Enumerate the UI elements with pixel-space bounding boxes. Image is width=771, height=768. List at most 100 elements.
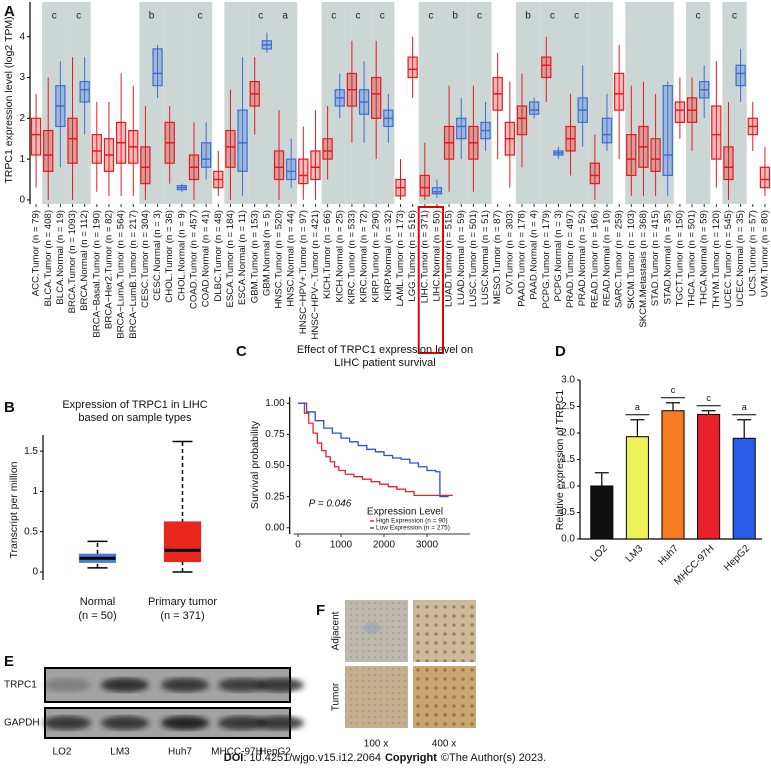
x-tick-label: COAD.Tumor (n = 457) [189,210,200,309]
x-tick-label: 2000 [373,540,396,551]
x-tick-label: LUAD.Normal (n = 59) [456,210,467,305]
x-tick-label: LAML.Tumor (n = 173) [395,210,406,306]
box [30,117,42,156]
significance: c [574,11,579,22]
y-tick-label: 0 [32,567,38,578]
y-tick-label: 0.75 [265,429,285,440]
pair-shade [163,2,188,204]
x-tick-label: ESCA.Tumor (n = 184) [225,210,236,307]
box [310,150,321,181]
x-tick-label: 0 [295,540,301,551]
box [614,72,625,111]
significance: c [732,11,737,22]
x-tick-label: STAD.Tumor (n = 415) [650,210,661,306]
ihc-row-label: Tumor [331,682,342,711]
legend-title: Expression Level [367,507,443,518]
significance: c [550,11,555,22]
y-tick-label: 0.00 [265,522,285,533]
bar [732,437,756,540]
copyright-label: Copyright [385,752,437,764]
x-tick-label: HNSC.Normal (n = 44) [286,210,297,307]
x-tick-label: Huh7 [656,543,681,568]
x-tick-label: HNSC−HPV+.Tumor (n = 97) [298,210,309,334]
x-tick-label: MESO.Tumor (n = 87) [492,210,503,304]
copyright: ©The Author(s) 2023. [441,752,546,764]
pair-shade [139,2,164,204]
blot-band [101,716,149,730]
x-tick-label: ACC.Tumor (n = 79) [31,210,42,296]
doi-label: DOI [224,752,244,764]
bar [590,485,614,540]
y-tick-label: 2.0 [561,428,575,439]
box [43,129,54,172]
box [152,48,163,87]
box [541,56,552,79]
box [456,117,467,140]
pair-shade [66,2,91,204]
x-tick-label: CESC.Tumor (n = 304) [140,210,151,308]
significance: a [742,402,747,412]
blot-row-label: GAPDH [4,718,40,729]
survival-curve [298,402,453,497]
significance: b [525,11,531,22]
highlight-box [417,206,445,354]
x-tick-label: BRCA.Tumor (n = 1093) [67,210,78,313]
blot-band [256,716,304,730]
box [723,146,734,181]
y-tick-label: 4 [19,31,25,42]
box [528,101,540,115]
pair-shade [443,2,468,204]
ihc-row-label: Adjacent [331,611,342,650]
x-sublabel: (n = 371) [160,610,204,622]
x-tick-label: PCPG.Normal (n = 3) [553,210,564,301]
box [286,158,297,181]
pair-shade [540,2,565,204]
y-tick-label: 1.0 [561,481,575,492]
blot-band [101,678,149,692]
box [140,146,151,185]
panel-letter: C [236,343,247,360]
box [298,158,309,185]
pair-shade [564,2,589,204]
ihc-texture [413,666,476,728]
y-tick-label: 2 [19,113,25,124]
survival-curve [298,402,449,498]
box [200,142,212,168]
y-axis-label: TRPC1 expression level (log2 TPM) [3,16,15,183]
significance: b [149,11,155,22]
x-tick-label: UCEC.Normal (n = 35) [735,210,746,307]
x-tick-label: READ.Tumor (n = 166) [589,210,600,308]
panel-letter: F [316,602,325,619]
bar [661,410,685,540]
x-tick-label: BRCA−LumA.Tumor (n = 564) [116,210,127,339]
blot-band [43,678,91,692]
blot-row-label: TRPC1 [4,680,37,691]
box [431,187,443,195]
ihc-texture [413,600,476,662]
pair-shade [272,2,298,204]
blot-band [256,678,304,692]
significance: a [282,11,288,22]
x-tick-label: CHOL.Normal (n = 9) [176,210,187,301]
blot-band [43,716,91,730]
y-axis-label: Relative expression of TRPC1 [554,390,566,531]
x-tick-label: BLCA.Normal (n = 19) [55,210,66,305]
blot-lane-label: Huh7 [168,747,192,758]
pair-shade [649,2,674,204]
x-tick-label: Primary tumor [148,596,217,608]
box [225,129,236,168]
y-tick-label: 2.5 [561,401,575,412]
x-tick-label: OV.Tumor (n = 303) [504,210,515,294]
box [759,166,771,189]
y-axis-label: Survival probability [249,420,261,509]
x-tick-label: KIRC.Normal (n = 72) [359,210,370,303]
x-tick-label: 1000 [330,540,353,551]
footer: DOI: 10.4251/wjgo.v15.i12.2064 Copyright ©… [224,752,546,764]
y-tick-label: 3.0 [561,375,575,386]
box [735,64,746,87]
annotation: P = 0.046 [309,499,352,510]
x-tick-label: SARC.Tumor (n = 259) [614,210,625,308]
pair-shade [187,2,213,204]
blot-lane-label: LO2 [53,747,72,758]
x-tick-label: HNSC.Tumor (n = 520) [274,210,285,309]
